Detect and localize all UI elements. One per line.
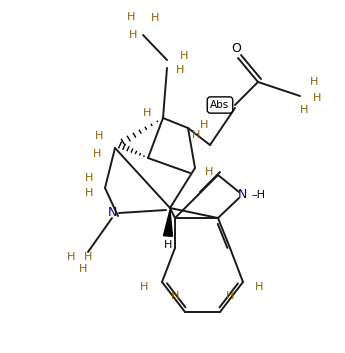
Text: H: H xyxy=(93,149,101,159)
Text: H: H xyxy=(84,252,92,262)
Text: H: H xyxy=(79,264,87,274)
Text: H: H xyxy=(85,188,93,198)
Text: H: H xyxy=(171,291,179,301)
Text: O: O xyxy=(231,42,241,55)
Text: H: H xyxy=(255,282,263,292)
Text: H: H xyxy=(226,291,234,301)
Text: H: H xyxy=(151,13,159,23)
Text: H: H xyxy=(164,240,172,250)
Text: –H: –H xyxy=(251,190,265,200)
Text: H: H xyxy=(205,167,213,177)
Text: H: H xyxy=(313,93,321,103)
Text: H: H xyxy=(180,51,188,61)
Polygon shape xyxy=(164,210,172,237)
Text: N: N xyxy=(107,207,117,220)
Text: H: H xyxy=(310,77,318,87)
Text: H: H xyxy=(140,282,148,292)
Text: H: H xyxy=(127,12,135,22)
Text: Abs: Abs xyxy=(210,100,230,110)
Text: H: H xyxy=(85,173,93,183)
Text: H: H xyxy=(95,131,103,141)
Text: H: H xyxy=(67,252,75,262)
Text: N: N xyxy=(237,189,247,202)
Text: H: H xyxy=(143,108,151,118)
Text: H: H xyxy=(200,120,208,130)
Text: H: H xyxy=(176,65,184,75)
Text: H: H xyxy=(192,130,200,140)
Text: H: H xyxy=(300,105,308,115)
Text: H: H xyxy=(129,30,137,40)
